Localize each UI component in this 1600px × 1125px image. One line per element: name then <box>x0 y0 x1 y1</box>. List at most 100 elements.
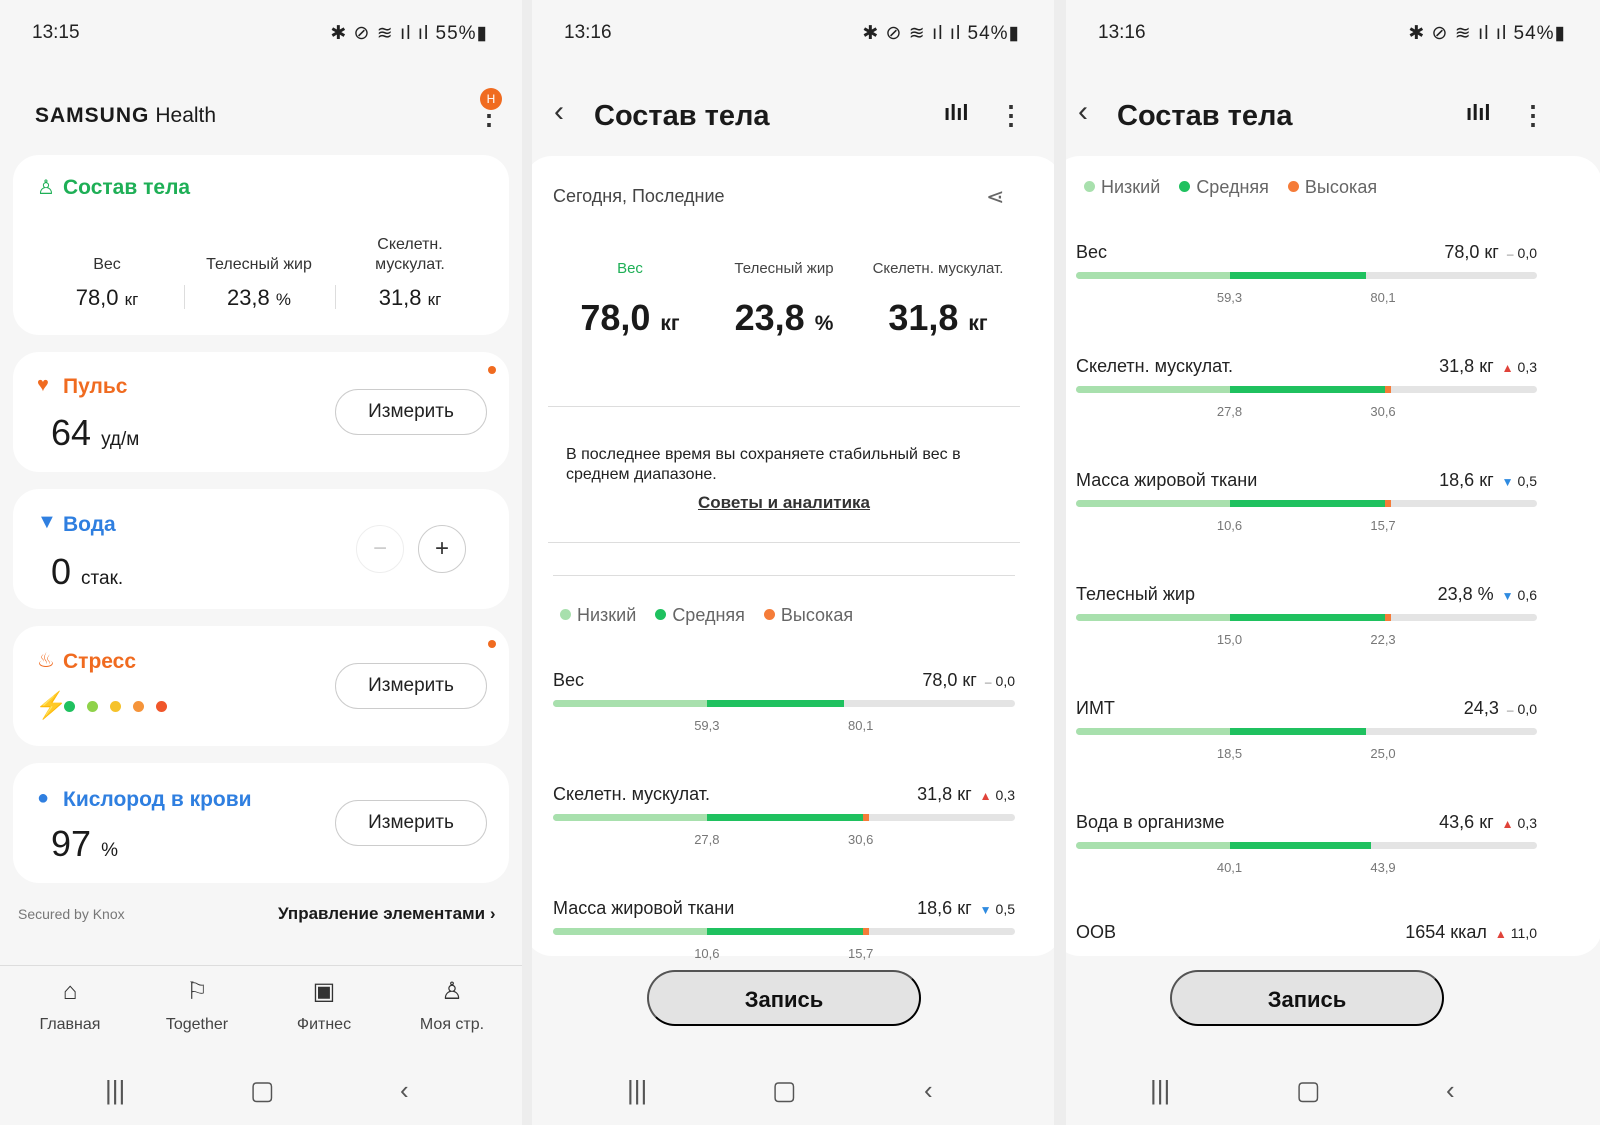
range-low-segment <box>553 700 707 707</box>
period-label: Сегодня, Последние <box>553 186 725 206</box>
list-item[interactable]: Вес 78,0 кг –0,0 59,3 80,1 <box>1076 242 1537 322</box>
list-item[interactable]: ООВ 1654 ккал ▲ 11,0 <box>1076 922 1537 948</box>
tab-fitness[interactable]: ▣ Фитнес <box>264 976 384 1034</box>
stress-card[interactable]: ♨ Стресс ⚡ Измерить <box>13 626 509 746</box>
home-screen: 13:15 ✱ ⊘ ≋ ıl ıl 55%▮ SAMSUNG Health ⋮ H… <box>0 0 522 1125</box>
row-label: Массa жировой ткани <box>553 898 735 918</box>
tab-home[interactable]: ⌂ Главная <box>10 976 130 1034</box>
legend-high: Высокая <box>1304 177 1378 197</box>
tips-link[interactable]: Советы и аналитика <box>697 493 871 512</box>
trend-up-icon: ▲ <box>1494 927 1507 941</box>
range-high-tick: 30,6 <box>1370 404 1396 419</box>
metric-unit: кг <box>968 312 988 335</box>
back-arrow-icon[interactable]: ‹ <box>1078 95 1088 128</box>
pulse-value: 64 уд/м <box>51 412 139 454</box>
tab-together[interactable]: ⚐ Together <box>137 976 257 1034</box>
recents-icon[interactable]: ||| <box>627 1075 648 1105</box>
recents-icon[interactable]: ||| <box>1150 1075 1171 1105</box>
oxygen-number: 97 <box>51 823 92 864</box>
home-nav-icon[interactable]: ▢ <box>250 1075 275 1105</box>
more-options-icon[interactable]: ⋮ <box>998 100 1024 130</box>
row-delta: 0,0 <box>1517 245 1537 261</box>
home-icon: ⌂ <box>62 978 78 1005</box>
heart-icon: ♥ <box>37 374 49 396</box>
range-low-tick: 10,6 <box>694 946 720 961</box>
brand-name: SAMSUNG <box>35 104 150 127</box>
list-item[interactable]: Массa жировой ткани 18,6 кг ▼ 0,5 10,6 15,7 <box>553 898 1015 978</box>
muscle-value: 31,8 <box>378 285 422 310</box>
more-options-icon[interactable]: ⋮ <box>1520 100 1546 130</box>
home-nav-icon[interactable]: ▢ <box>772 1075 797 1105</box>
trend-up-icon: ▲ <box>1501 361 1514 375</box>
body-composition-card[interactable]: ♙ Состав тела Вес 78,0 кг Телесный жир 2… <box>13 155 509 335</box>
tab-label: Фитнес <box>296 1016 352 1033</box>
water-number: 0 <box>51 551 72 592</box>
stress-icon: ♨ <box>37 650 55 672</box>
new-dot <box>488 366 496 374</box>
measure-oxygen-button[interactable]: Измерить <box>335 800 487 846</box>
list-item[interactable]: Скелетн. мускулат. 31,8 кг ▲ 0,3 27,8 30,6 <box>553 784 1015 864</box>
water-card[interactable]: ▼ Вода 0 стак. − + <box>13 489 509 609</box>
metric-value: 31,8 <box>888 297 959 338</box>
measure-stress-button[interactable]: Измерить <box>335 663 487 709</box>
back-nav-icon[interactable]: ‹ <box>400 1075 409 1105</box>
row-label: Скелетн. мускулат. <box>1076 356 1234 376</box>
row-delta: 0,0 <box>1517 701 1537 717</box>
weight-unit: кг <box>124 290 139 309</box>
cup-icon: ▼ <box>37 511 57 533</box>
oxygen-card[interactable]: ● Кислород в крови 97 % Измерить <box>13 763 509 883</box>
list-item[interactable]: Вес 78,0 кг –0,0 59,3 80,1 <box>553 670 1015 750</box>
status-bar: 13:15 ✱ ⊘ ≋ ıl ıl 55%▮ <box>32 22 488 46</box>
page-title: Состав тела <box>1117 100 1293 132</box>
manage-items-link[interactable]: Управление элементами › <box>278 904 495 924</box>
insight-box: В последнее время вы сохраняете стабильн… <box>548 406 1020 543</box>
back-nav-icon[interactable]: ‹ <box>1446 1075 1455 1105</box>
fat-metric: Телесный жир 23,8 % <box>184 255 334 311</box>
brand-app-name: Health <box>155 104 217 127</box>
oxygen-value: 97 % <box>51 823 118 865</box>
knox-label: Secured by Knox <box>18 906 125 922</box>
fat-value: 23,8 <box>226 285 270 310</box>
metric-unit: % <box>814 312 834 335</box>
list-item[interactable]: Телесный жир 23,8 % ▼ 0,6 15,0 22,3 <box>1076 584 1537 664</box>
legend: Низкий Средняя Высокая <box>1084 177 1391 198</box>
legend-dot-high <box>763 609 775 620</box>
water-minus-button[interactable]: − <box>356 525 404 573</box>
list-item[interactable]: Масса жировой ткани 18,6 кг ▼ 0,5 10,6 15,7 <box>1076 470 1537 550</box>
record-button[interactable]: Запись <box>1170 970 1444 1026</box>
tab-profile[interactable]: ♙ Моя стр. <box>392 976 512 1034</box>
status-bar: 13:16 ✱ ⊘ ≋ ıl ıl 54%▮ <box>1098 22 1566 46</box>
row-label: Масса жировой ткани <box>1076 470 1258 490</box>
share-icon[interactable]: ⋖ <box>986 184 1005 209</box>
list-item[interactable]: Скелетн. мускулат. 31,8 кг ▲ 0,3 27,8 30,6 <box>1076 356 1537 436</box>
range-bar <box>1076 728 1537 735</box>
range-bar <box>553 814 1015 821</box>
back-arrow-icon[interactable]: ‹ <box>554 95 564 128</box>
divider <box>335 285 336 309</box>
body-composition-detail-screen: 13:16 ✱ ⊘ ≋ ıl ıl 54%▮ ‹ Состав тела ılı… <box>1066 0 1600 1125</box>
bar-chart-icon[interactable]: ılıl <box>1466 100 1491 125</box>
notification-badge: H <box>480 88 502 110</box>
list-item[interactable]: Вода в организме 43,6 кг ▲ 0,3 40,1 43,9 <box>1076 812 1537 892</box>
range-low-tick: 27,8 <box>694 832 720 847</box>
range-high-tick: 15,7 <box>848 946 874 961</box>
flag-icon: ⚐ <box>186 978 208 1005</box>
bar-chart-icon[interactable]: ılıl <box>944 100 969 125</box>
fitness-calendar-icon: ▣ <box>312 978 336 1005</box>
measure-pulse-button[interactable]: Измерить <box>335 389 487 435</box>
pulse-card[interactable]: ♥ Пульс 64 уд/м Измерить <box>13 352 509 472</box>
range-low-tick: 59,3 <box>1216 290 1243 305</box>
range-low-segment <box>1076 386 1230 393</box>
record-button[interactable]: Запись <box>647 970 921 1026</box>
trend-up-icon: ▲ <box>979 789 992 803</box>
back-nav-icon[interactable]: ‹ <box>924 1075 933 1105</box>
water-plus-button[interactable]: + <box>418 525 466 573</box>
recents-icon[interactable]: ||| <box>105 1075 126 1105</box>
range-high-tick: 15,7 <box>1370 518 1396 533</box>
trend-down-icon: ▼ <box>979 903 992 917</box>
status-icons: ✱ ⊘ ≋ ıl ıl 54%▮ <box>862 23 1020 44</box>
home-nav-icon[interactable]: ▢ <box>1296 1075 1321 1105</box>
metric-unit: кг <box>660 312 680 335</box>
row-delta: 0,5 <box>995 901 1015 917</box>
list-item[interactable]: ИМТ 24,3–0,0 18,5 25,0 <box>1076 698 1537 778</box>
